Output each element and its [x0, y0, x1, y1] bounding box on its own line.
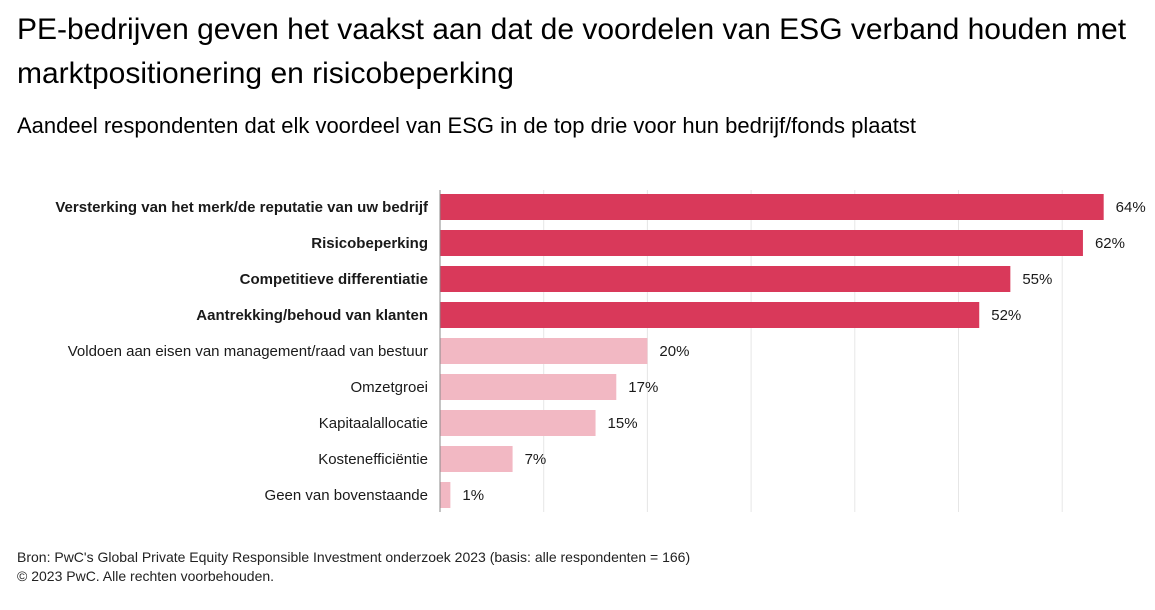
value-label: 20%: [659, 343, 689, 360]
category-label: Competitieve differentiatie: [240, 271, 428, 288]
bar: [440, 338, 648, 364]
chart-subtitle: Aandeel respondenten dat elk voordeel va…: [17, 113, 916, 138]
value-label: 17%: [628, 379, 658, 396]
bar: [440, 482, 451, 508]
category-label: Omzetgroei: [350, 379, 428, 396]
bar: [440, 446, 513, 472]
category-label: Aantrekking/behoud van klanten: [196, 307, 428, 324]
category-label: Versterking van het merk/de reputatie va…: [55, 199, 429, 216]
value-label: 52%: [991, 307, 1021, 324]
footer: Bron: PwC's Global Private Equity Respon…: [17, 548, 690, 586]
category-label: Kapitaalallocatie: [319, 415, 428, 432]
category-label: Geen van bovenstaande: [265, 487, 428, 504]
bar: [440, 194, 1104, 220]
bar: [440, 302, 980, 328]
bar: [440, 266, 1011, 292]
category-labels: Versterking van het merk/de reputatie va…: [55, 199, 429, 504]
bar: [440, 230, 1083, 256]
chart-title: PE-bedrijven geven het vaakst aan dat de…: [17, 13, 1127, 90]
copyright-note: © 2023 PwC. Alle rechten voorbehouden.: [17, 568, 275, 584]
value-label: 55%: [1022, 271, 1052, 288]
value-label: 7%: [525, 451, 547, 468]
value-label: 1%: [462, 487, 484, 504]
value-label: 64%: [1116, 199, 1146, 216]
category-label: Kostenefficiëntie: [318, 451, 428, 468]
bars: [440, 194, 1104, 508]
source-note: Bron: PwC's Global Private Equity Respon…: [17, 549, 691, 565]
value-labels: 64% 62% 55% 52% 20% 17% 15% 7% 1%: [462, 199, 1145, 504]
category-label: Voldoen aan eisen van management/raad va…: [68, 343, 428, 360]
value-label: 15%: [608, 415, 638, 432]
value-label: 62%: [1095, 235, 1125, 252]
bar: [440, 410, 596, 436]
bar: [440, 374, 617, 400]
category-label: Risicobeperking: [311, 235, 428, 252]
